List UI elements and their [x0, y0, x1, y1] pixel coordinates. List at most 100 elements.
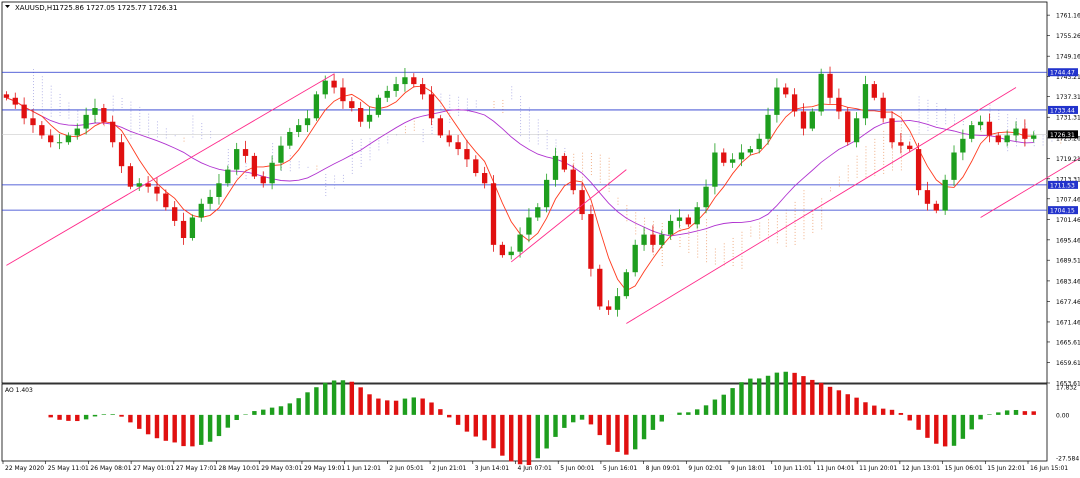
candle-body — [667, 220, 674, 235]
ichimoku-cloud-dot — [803, 217, 805, 219]
ichimoku-cloud-dot — [351, 172, 353, 174]
ichimoku-cloud-dot — [830, 187, 832, 189]
ichimoku-cloud-dot — [334, 178, 336, 180]
ichimoku-cloud-dot — [41, 91, 43, 93]
ichimoku-cloud-dot — [998, 115, 1000, 117]
ichimoku-cloud-dot — [351, 148, 353, 150]
ichimoku-cloud-dot — [714, 251, 716, 253]
ichimoku-cloud-dot — [706, 246, 708, 248]
x-tick-label: 4 Jun 07:01 — [518, 465, 552, 472]
ichimoku-cloud-dot — [794, 219, 796, 221]
ichimoku-cloud-dot — [670, 239, 672, 241]
ichimoku-cloud-dot — [59, 106, 61, 108]
ichimoku-cloud-dot — [900, 127, 902, 129]
candle-body — [136, 183, 142, 187]
ao-label: AO 1.403 — [5, 387, 33, 394]
ichimoku-cloud-dot — [520, 99, 522, 101]
ichimoku-cloud-dot — [59, 97, 61, 99]
ichimoku-cloud-dot — [1007, 120, 1009, 122]
ichimoku-cloud-dot — [351, 166, 353, 168]
ichimoku-cloud-dot — [449, 94, 451, 96]
ichimoku-cloud-dot — [298, 161, 300, 163]
ichimoku-cloud-dot — [130, 104, 132, 106]
ichimoku-cloud-dot — [732, 258, 734, 260]
ichimoku-cloud-dot — [865, 173, 867, 175]
ichimoku-cloud-dot — [812, 216, 814, 218]
ichimoku-cloud-dot — [360, 162, 362, 164]
ichimoku-cloud-dot — [369, 156, 371, 158]
ichimoku-cloud-dot — [661, 226, 663, 228]
ichimoku-cloud-dot — [50, 115, 52, 117]
ichimoku-cloud-dot — [528, 122, 530, 124]
ichimoku-cloud-dot — [768, 225, 770, 227]
ichimoku-cloud-dot — [697, 238, 699, 240]
ichimoku-cloud-dot — [351, 139, 353, 141]
ichimoku-cloud-dot — [41, 76, 43, 78]
candle-body — [535, 207, 541, 218]
candle-body — [110, 121, 116, 143]
ichimoku-cloud-dot — [900, 115, 902, 117]
ichimoku-cloud-dot — [360, 153, 362, 155]
ichimoku-cloud-dot — [192, 115, 194, 117]
ichimoku-cloud-dot — [918, 105, 920, 107]
ichimoku-cloud-dot — [537, 125, 539, 127]
y-tick-label: 1713.31 — [1056, 176, 1080, 183]
candle-body — [694, 207, 700, 225]
y-tick-label: 1731.31 — [1056, 115, 1080, 122]
x-tick-label: 5 Jun 16:01 — [603, 465, 637, 472]
x-tick-label: 29 May 03:01 — [261, 465, 302, 472]
ichimoku-cloud-dot — [112, 110, 114, 112]
ichimoku-cloud-dot — [661, 229, 663, 231]
ichimoku-cloud-dot — [989, 104, 991, 106]
ichimoku-cloud-dot — [1016, 145, 1018, 147]
ichimoku-cloud-dot — [413, 129, 415, 131]
ichimoku-cloud-dot — [590, 162, 592, 164]
ichimoku-cloud-dot — [387, 136, 389, 138]
candle-body — [313, 94, 320, 119]
ichimoku-cloud-dot — [803, 223, 805, 225]
ichimoku-cloud-dot — [378, 143, 380, 145]
ichimoku-cloud-dot — [998, 112, 1000, 114]
ichimoku-cloud-dot — [599, 172, 601, 174]
ichimoku-cloud-dot — [847, 177, 849, 179]
ichimoku-cloud-dot — [732, 240, 734, 242]
ichimoku-cloud-dot — [874, 159, 876, 161]
trendline[interactable] — [626, 87, 1017, 324]
trendline[interactable] — [6, 73, 335, 266]
candle-body — [499, 244, 506, 256]
ichimoku-cloud-dot — [706, 237, 708, 239]
candle-body — [641, 234, 647, 245]
ichimoku-cloud-dot — [351, 157, 353, 159]
ichimoku-cloud-dot — [741, 234, 743, 236]
ichimoku-cloud-dot — [298, 164, 300, 166]
ichimoku-cloud-dot — [918, 108, 920, 110]
candle-body — [543, 179, 550, 208]
dropdown-arrow-icon[interactable] — [5, 5, 10, 8]
x-tick-label: 8 Jun 09:01 — [646, 465, 680, 472]
ichimoku-cloud-dot — [900, 169, 902, 171]
ichimoku-cloud-dot — [396, 134, 398, 136]
ichimoku-cloud-dot — [644, 220, 646, 222]
candle-body — [853, 118, 860, 143]
ichimoku-cloud-dot — [918, 117, 920, 119]
ichimoku-cloud-dot — [272, 143, 274, 145]
ichimoku-cloud-dot — [546, 139, 548, 141]
x-tick-label: 10 Jun 11:01 — [774, 465, 812, 472]
candle-body — [437, 118, 444, 136]
trendline[interactable] — [980, 111, 1080, 218]
ichimoku-cloud-dot — [1033, 139, 1035, 141]
trendline[interactable] — [510, 169, 627, 263]
ichimoku-cloud-dot — [635, 233, 637, 235]
ichimoku-cloud-dot — [652, 248, 654, 250]
x-tick-label: 27 May 01:01 — [133, 465, 174, 472]
ichimoku-cloud-dot — [652, 251, 654, 253]
ichimoku-cloud-dot — [803, 226, 805, 228]
ichimoku-cloud-dot — [723, 264, 725, 266]
candle-body — [827, 73, 833, 98]
ichimoku-cloud-dot — [422, 141, 424, 143]
ichimoku-cloud-dot — [582, 170, 584, 172]
ichimoku-cloud-dot — [1033, 130, 1035, 132]
x-tick-label: 11 Jun 20:01 — [859, 465, 897, 472]
ichimoku-cloud-dot — [148, 116, 150, 118]
